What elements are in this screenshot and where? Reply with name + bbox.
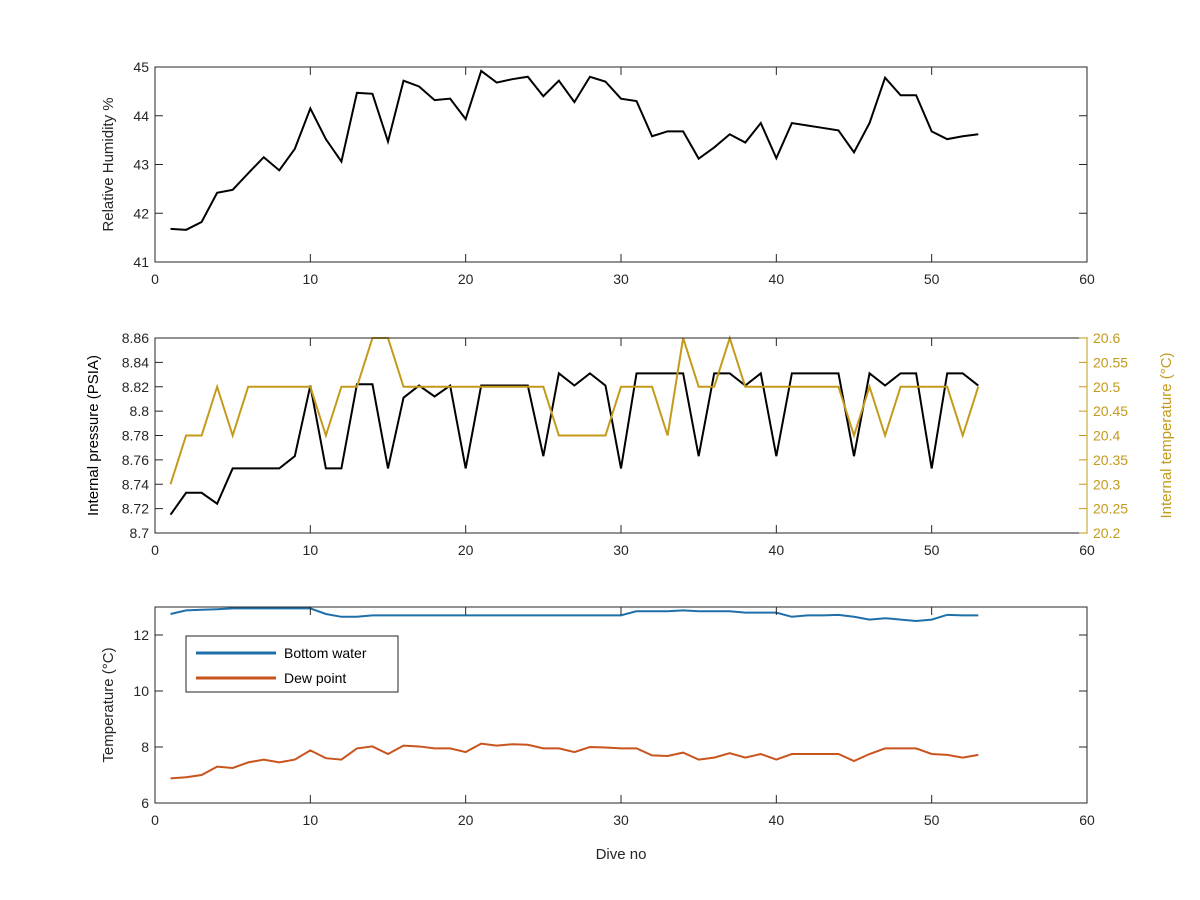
y-tick-label: 45	[133, 59, 149, 75]
x-tick-label: 10	[303, 812, 319, 828]
y-tick-label: 42	[133, 205, 149, 221]
y-axis-label: Temperature (°C)	[100, 647, 117, 762]
y-tick-label: 41	[133, 254, 149, 270]
y-tick-label: 8	[141, 739, 149, 755]
x-tick-label: 20	[458, 812, 474, 828]
series-line-left-axis	[169, 371, 979, 516]
y-tick-label: 12	[133, 627, 149, 643]
y-tick-label: 44	[133, 108, 149, 124]
x-tick-label: 50	[924, 812, 940, 828]
y2-tick-label: 20.55	[1093, 354, 1128, 370]
y2-tick-label: 20.2	[1093, 525, 1120, 541]
series-line-left-axis	[170, 69, 979, 231]
y2-tick-label: 20.35	[1093, 452, 1128, 468]
y2-tick-label: 20.4	[1093, 428, 1120, 444]
x-tick-label: 40	[769, 542, 785, 558]
x-tick-label: 20	[458, 542, 474, 558]
axes-box	[154, 66, 1088, 263]
x-tick-label: 0	[151, 542, 159, 558]
series-line-bottom-water	[170, 607, 979, 623]
x-tick-label: 50	[924, 542, 940, 558]
y-axis-label: Internal pressure (PSIA)	[85, 355, 102, 516]
legend: Bottom water Dew point	[185, 635, 399, 693]
y2-tick-label: 20.25	[1093, 501, 1128, 517]
x-tick-label: 0	[151, 812, 159, 828]
x-tick-label: 40	[769, 812, 785, 828]
x-tick-label: 10	[303, 542, 319, 558]
legend-label: Bottom water	[284, 645, 367, 661]
x-tick-label: 10	[303, 271, 319, 287]
x-tick-label: 60	[1079, 812, 1095, 828]
chart-panel-2: 0 10 20 30 40 50 60 8.7 8.72 8.74 8.76 8.78 8.8 8.82 8…	[85, 330, 1175, 558]
chart-panel-3: 0 10 20 30 40 50 60 6 8 10 12 Temperature (°C) Dive …	[100, 606, 1095, 863]
series-line-dew-point	[170, 742, 979, 780]
axes-box	[154, 337, 1088, 534]
y-tick-label: 8.86	[122, 330, 149, 346]
y-tick-label: 8.82	[122, 379, 149, 395]
y-tick-label: 6	[141, 795, 149, 811]
chart-panel-1: 0 10 20 30 40 50 60 41 42 43 44 45 Relative Humidity…	[100, 59, 1095, 287]
x-tick-label: 60	[1079, 271, 1095, 287]
x-tick-label: 30	[613, 542, 629, 558]
x-tick-label: 0	[151, 271, 159, 287]
y2-axis-label: Internal temperature (°C)	[1158, 352, 1175, 518]
y2-tick-label: 20.6	[1093, 330, 1120, 346]
x-tick-label: 60	[1079, 542, 1095, 558]
x-tick-label: 30	[613, 812, 629, 828]
legend-label: Dew point	[284, 670, 346, 686]
y-tick-label: 8.7	[130, 525, 150, 541]
legend-box	[185, 635, 399, 693]
x-axis-label: Dive no	[596, 846, 647, 863]
y-tick-label: 43	[133, 157, 149, 173]
x-tick-label: 40	[769, 271, 785, 287]
y2-tick-label: 20.5	[1093, 379, 1120, 395]
y-tick-label: 8.74	[122, 476, 149, 492]
y-tick-label: 8.72	[122, 501, 149, 517]
y2-tick-label: 20.3	[1093, 476, 1120, 492]
series-line-right-axis	[169, 334, 980, 485]
x-tick-label: 50	[924, 271, 940, 287]
y-tick-label: 8.8	[130, 403, 150, 419]
x-tick-label: 30	[613, 271, 629, 287]
y-axis-label: Relative Humidity %	[100, 97, 117, 231]
y-tick-label: 10	[133, 683, 149, 699]
y2-tick-label: 20.45	[1093, 403, 1128, 419]
y-tick-label: 8.84	[122, 354, 149, 370]
y-tick-label: 8.78	[122, 428, 149, 444]
y-tick-label: 8.76	[122, 452, 149, 468]
x-tick-label: 20	[458, 271, 474, 287]
